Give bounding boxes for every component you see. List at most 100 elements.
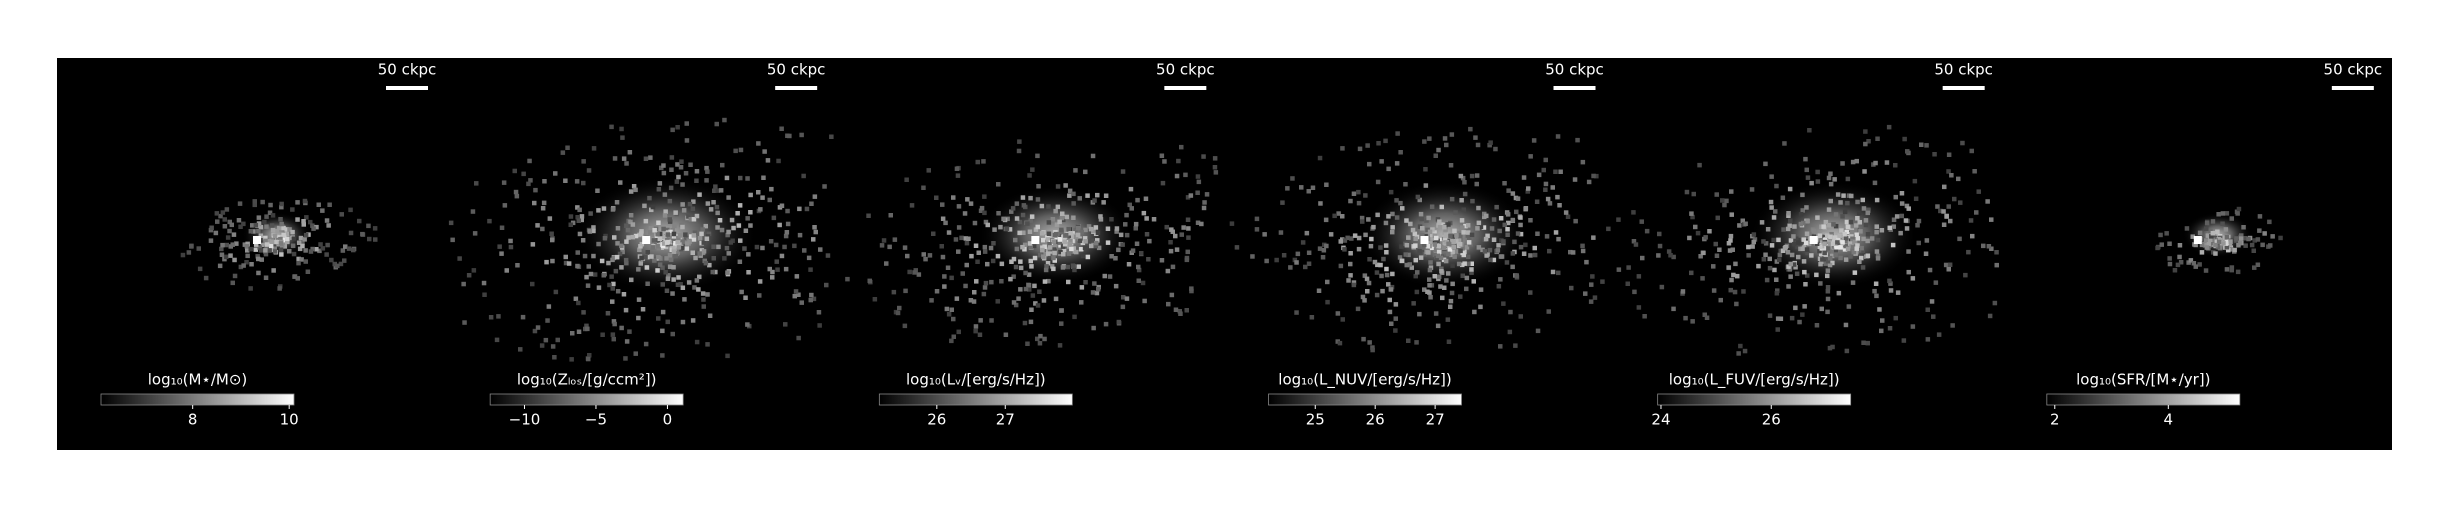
pixel (1491, 257, 1497, 263)
pixel (1417, 311, 1422, 317)
pixel (951, 316, 956, 322)
pixel (1429, 204, 1435, 209)
pixel (2191, 261, 2197, 266)
pixel (1835, 240, 1840, 245)
pixel (1461, 230, 1466, 235)
pixel (1169, 292, 1175, 298)
pixel (1850, 280, 1856, 285)
pixel (1008, 276, 1013, 282)
pixel (244, 260, 249, 265)
pixel (1285, 186, 1290, 191)
pixel (290, 243, 296, 248)
pixel (1295, 251, 1301, 257)
pixel (1746, 253, 1751, 258)
pixel (657, 231, 663, 237)
pixel (1804, 247, 1810, 252)
pixel (1095, 238, 1100, 243)
pixel (1532, 245, 1537, 251)
pixel (737, 203, 743, 208)
pixel (1494, 204, 1499, 210)
pixel (1572, 177, 1578, 182)
pixel (691, 217, 697, 222)
pixel (308, 219, 313, 225)
pixel (1183, 172, 1188, 178)
pixel (959, 235, 964, 241)
pixel (665, 319, 670, 325)
pixel (197, 266, 203, 272)
pixel (586, 356, 591, 362)
pixel (783, 266, 789, 272)
pixel (629, 277, 634, 283)
pixel (2184, 226, 2190, 231)
pixel (1846, 233, 1852, 239)
pixel (1854, 232, 1859, 237)
pixel (1294, 260, 1299, 265)
pixel (1502, 222, 1507, 228)
pixel (1774, 277, 1779, 282)
pixel (1460, 273, 1465, 278)
pixel (563, 254, 568, 260)
pixel (1068, 239, 1073, 244)
pixel (596, 208, 601, 213)
pixel (268, 202, 273, 208)
pixel (1515, 196, 1521, 201)
pixel (1159, 153, 1165, 158)
pixel (1793, 265, 1798, 270)
pixel (1079, 300, 1084, 305)
pixel (688, 162, 693, 167)
pixel (1714, 253, 1720, 258)
pixel (290, 207, 295, 212)
pixel (1467, 237, 1472, 243)
pixel (1768, 199, 1774, 205)
pixel (1450, 249, 1455, 255)
pixel (614, 254, 620, 260)
pixel (573, 296, 579, 301)
pixel (487, 218, 492, 224)
pixel (1913, 196, 1919, 201)
pixel (779, 126, 784, 131)
pixel (956, 329, 961, 335)
pixel (1092, 198, 1097, 203)
pixel (1690, 214, 1695, 220)
pixel (1948, 218, 1953, 224)
pixel (1419, 216, 1424, 222)
pixel (1072, 314, 1077, 320)
pixel (804, 206, 810, 212)
pixel (694, 169, 700, 174)
pixel (1323, 217, 1329, 223)
pixel (1065, 264, 1070, 270)
pixel (1435, 217, 1441, 222)
pixel (1803, 240, 1809, 246)
pixel (1336, 211, 1341, 216)
pixel (1449, 242, 1455, 247)
pixel (180, 252, 186, 258)
pixel (776, 158, 781, 164)
pixel (1303, 264, 1308, 270)
pixel (219, 246, 224, 252)
pixel (796, 335, 801, 341)
pixel (575, 205, 580, 210)
pixel (1818, 251, 1824, 257)
pixel (1041, 254, 1046, 259)
pixel (614, 200, 620, 205)
pixel (1575, 137, 1580, 143)
pixel (951, 334, 956, 339)
pixel (1833, 212, 1839, 217)
pixel (263, 251, 269, 257)
pixel (624, 260, 629, 266)
pixel (222, 256, 227, 262)
pixel (535, 325, 541, 330)
pixel (802, 248, 807, 253)
pixel (1828, 171, 1833, 176)
pixel (675, 250, 680, 256)
pixel (553, 171, 558, 176)
pixel (655, 268, 660, 273)
pixel (586, 168, 592, 173)
pixel (676, 245, 682, 250)
pixel (1657, 243, 1663, 249)
pixel (1425, 244, 1431, 249)
pixel (1859, 255, 1864, 261)
pixel (1899, 201, 1905, 206)
pixel (797, 206, 802, 212)
pixel (1642, 314, 1647, 319)
